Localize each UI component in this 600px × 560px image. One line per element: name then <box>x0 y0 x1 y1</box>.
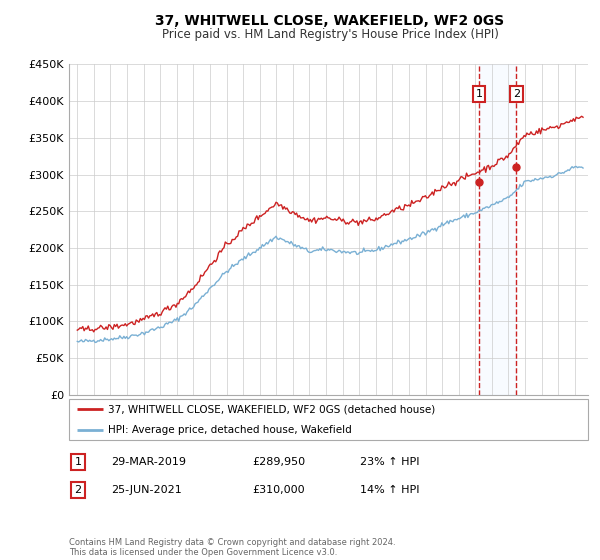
Bar <box>479 64 517 395</box>
Text: 14% ↑ HPI: 14% ↑ HPI <box>360 485 419 495</box>
Text: 37, WHITWELL CLOSE, WAKEFIELD, WF2 0GS: 37, WHITWELL CLOSE, WAKEFIELD, WF2 0GS <box>155 14 505 28</box>
Text: 29-MAR-2019: 29-MAR-2019 <box>111 457 186 467</box>
Text: £289,950: £289,950 <box>252 457 305 467</box>
Text: 37, WHITWELL CLOSE, WAKEFIELD, WF2 0GS (detached house): 37, WHITWELL CLOSE, WAKEFIELD, WF2 0GS (… <box>108 404 435 414</box>
Text: 23% ↑ HPI: 23% ↑ HPI <box>360 457 419 467</box>
Text: 2: 2 <box>74 485 82 495</box>
Text: 25-JUN-2021: 25-JUN-2021 <box>111 485 182 495</box>
Text: 2: 2 <box>513 89 520 99</box>
Text: £310,000: £310,000 <box>252 485 305 495</box>
Text: Price paid vs. HM Land Registry's House Price Index (HPI): Price paid vs. HM Land Registry's House … <box>161 28 499 41</box>
FancyBboxPatch shape <box>69 399 588 440</box>
Text: 1: 1 <box>476 89 482 99</box>
Text: Contains HM Land Registry data © Crown copyright and database right 2024.
This d: Contains HM Land Registry data © Crown c… <box>69 538 395 557</box>
Text: 1: 1 <box>74 457 82 467</box>
Text: HPI: Average price, detached house, Wakefield: HPI: Average price, detached house, Wake… <box>108 424 352 435</box>
